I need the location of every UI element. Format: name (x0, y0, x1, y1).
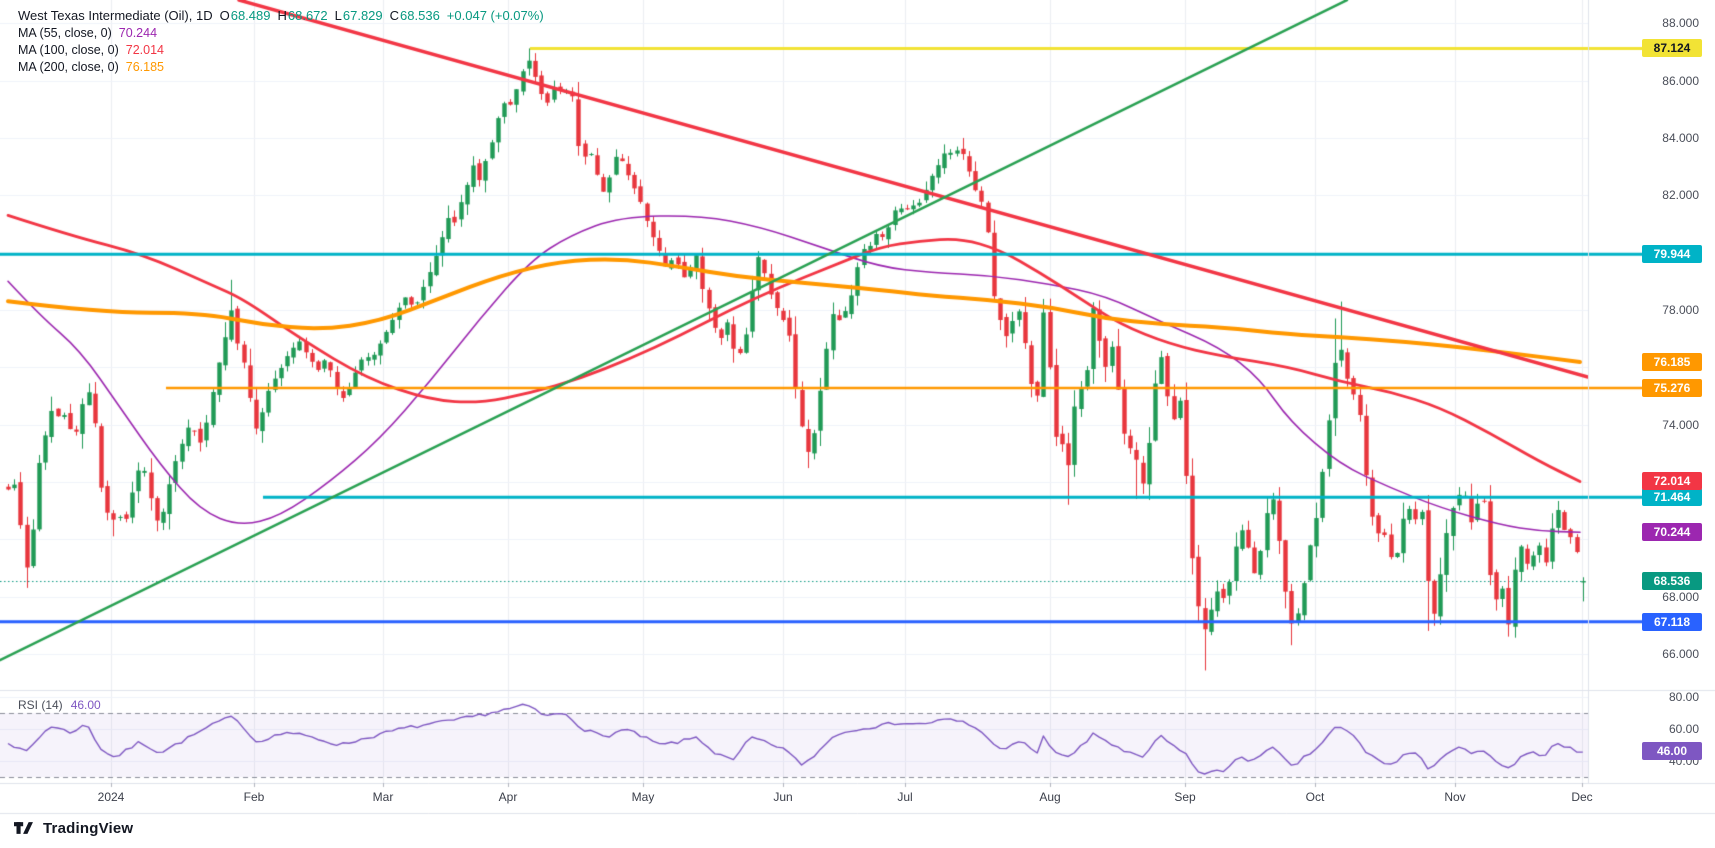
ohlc-high: H68.672 (277, 8, 328, 23)
rsi-label: RSI (14) (18, 698, 63, 712)
ma100-value: 72.014 (125, 42, 164, 57)
ohlc-open: O68.489 (219, 8, 271, 23)
time-axis[interactable]: 2024 Feb Mar Apr May Jun Jul Aug Sep Oct Nov Dec (0, 783, 1593, 813)
ma-tag-76.185: 76.185 (1642, 352, 1702, 371)
ma-tag-72.014: 72.014 (1642, 472, 1702, 491)
price-axis-tags: 87.124 79.944 75.276 71.464 67.118 76.185 72.0… (1588, 0, 1715, 813)
ma100-legend-row[interactable]: MA (100, close, 0) 72.014 (18, 41, 544, 58)
time-label-Dec: Dec (1571, 790, 1593, 804)
ma55-legend-row[interactable]: MA (55, close, 0) 70.244 (18, 24, 544, 41)
price-tick-86.000: 86.000 (1662, 73, 1699, 88)
price-tick-88.000: 88.000 (1662, 16, 1699, 31)
rsi-tick-60.00: 60.00 (1668, 722, 1699, 736)
rsi-value-tag: 46.00 (1642, 742, 1702, 761)
time-label-Jun: Jun (773, 790, 793, 804)
symbol-title: West Texas Intermediate (Oil), 1D (18, 8, 213, 23)
time-label-Nov: Nov (1444, 790, 1466, 804)
ma55-value: 70.244 (118, 25, 158, 40)
price-tick-82.000: 82.000 (1662, 188, 1699, 203)
time-label-Jul: Jul (897, 790, 913, 804)
time-label-Feb: Feb (243, 790, 265, 804)
ma200-label: MA (200, close, 0) (18, 59, 119, 74)
time-label-Apr: Apr (498, 790, 518, 804)
rsi-tick-80.00: 80.00 (1668, 690, 1699, 704)
level-tag-87.124: 87.124 (1642, 39, 1702, 58)
time-label-Mar: Mar (372, 790, 394, 804)
time-label-Oct: Oct (1305, 790, 1325, 804)
price-tick-78.000: 78.000 (1662, 302, 1699, 317)
tradingview-logo[interactable]: TradingView (14, 819, 133, 837)
price-tick-84.000: 84.000 (1662, 130, 1699, 145)
time-label-May: May (631, 790, 655, 804)
ma100-label: MA (100, close, 0) (18, 42, 119, 57)
time-label-Sep: Sep (1174, 790, 1196, 804)
level-tag-79.944: 79.944 (1642, 245, 1702, 264)
rsi-legend-row[interactable]: RSI (14) 46.00 (18, 698, 101, 712)
rsi-value: 46.00 (70, 698, 101, 712)
tradingview-logo-icon (14, 822, 33, 834)
change-value: +0.047 (+0.07%) (446, 8, 544, 23)
time-label-2024: 2024 (97, 790, 125, 804)
ma-tag-70.244: 70.244 (1642, 523, 1702, 542)
ma200-value: 76.185 (125, 59, 164, 74)
price-tick-66.000: 66.000 (1662, 646, 1699, 661)
level-tag-71.464: 71.464 (1642, 488, 1702, 507)
price-tick-74.000: 74.000 (1662, 417, 1699, 432)
ohlc-low: L67.829 (334, 8, 383, 23)
price-tick-68.000: 68.000 (1662, 589, 1699, 604)
ma55-label: MA (55, close, 0) (18, 25, 112, 40)
ma200-legend-row[interactable]: MA (200, close, 0) 76.185 (18, 58, 544, 75)
level-tag-67.118: 67.118 (1642, 612, 1702, 631)
current-price-tag: 68.536 (1642, 572, 1702, 591)
level-tag-75.276: 75.276 (1642, 378, 1702, 397)
tradingview-logo-text: TradingView (43, 819, 134, 837)
ohlc-close: C68.536 (389, 8, 440, 23)
chart-legend: West Texas Intermediate (Oil), 1D O68.48… (18, 7, 544, 75)
time-label-Aug: Aug (1039, 790, 1061, 804)
symbol-legend-row[interactable]: West Texas Intermediate (Oil), 1D O68.48… (18, 7, 544, 24)
